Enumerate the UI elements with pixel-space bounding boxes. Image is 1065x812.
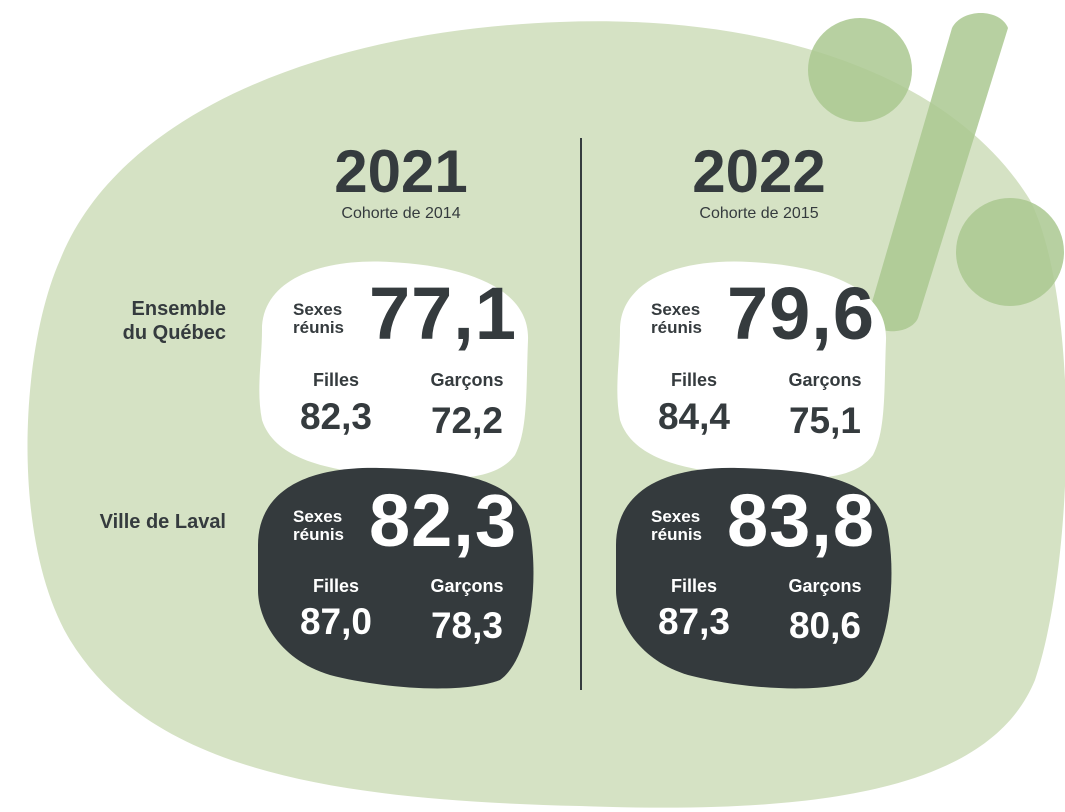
- white-blob-2021: [259, 261, 529, 479]
- combined-label: Sexes réunis: [293, 300, 345, 337]
- cohort-2021: Cohorte de 2014: [341, 205, 461, 222]
- girls-rate-2021-laval: 87,0: [299, 601, 372, 642]
- girls-label: Filles: [312, 370, 360, 390]
- year-2022: 2022: [692, 138, 826, 205]
- percent-sign-icon: [808, 13, 1064, 332]
- combined-rate-2022-quebec: 79,6: [727, 272, 876, 355]
- boys-rate-2021-quebec: 72,2: [430, 400, 503, 441]
- combined-rate-2022-laval: 83,8: [727, 479, 876, 562]
- combined-rate-2021-quebec: 77,1: [369, 272, 518, 355]
- combined-label: Sexes réunis: [293, 507, 345, 544]
- girls-rate-2021-quebec: 82,3: [299, 396, 372, 437]
- row-label-laval: Ville de Laval: [99, 511, 226, 533]
- girls-rate-2022-quebec: 84,4: [657, 396, 730, 437]
- cohort-2022: Cohorte de 2015: [699, 205, 819, 222]
- dark-blob-2022: [616, 467, 892, 689]
- combined-rate-2021-laval: 82,3: [369, 479, 518, 562]
- boys-label: Garçons: [788, 576, 862, 596]
- boys-label: Garçons: [788, 370, 862, 390]
- girls-label: Filles: [312, 576, 360, 596]
- boys-rate-2022-quebec: 75,1: [788, 400, 861, 441]
- row-label-quebec: Ensemble du Québec: [122, 298, 226, 344]
- white-blob-2022: [617, 261, 887, 479]
- boys-rate-2021-laval: 78,3: [430, 605, 503, 646]
- dark-blob-2021: [258, 467, 534, 689]
- girls-label: Filles: [670, 576, 718, 596]
- boys-label: Garçons: [430, 370, 504, 390]
- boys-label: Garçons: [430, 576, 504, 596]
- year-2021: 2021: [334, 138, 468, 205]
- combined-label: Sexes réunis: [651, 300, 703, 337]
- combined-label: Sexes réunis: [651, 507, 703, 544]
- girls-rate-2022-laval: 87,3: [657, 601, 730, 642]
- background-blob: [27, 21, 1065, 808]
- boys-rate-2022-laval: 80,6: [788, 605, 861, 646]
- girls-label: Filles: [670, 370, 718, 390]
